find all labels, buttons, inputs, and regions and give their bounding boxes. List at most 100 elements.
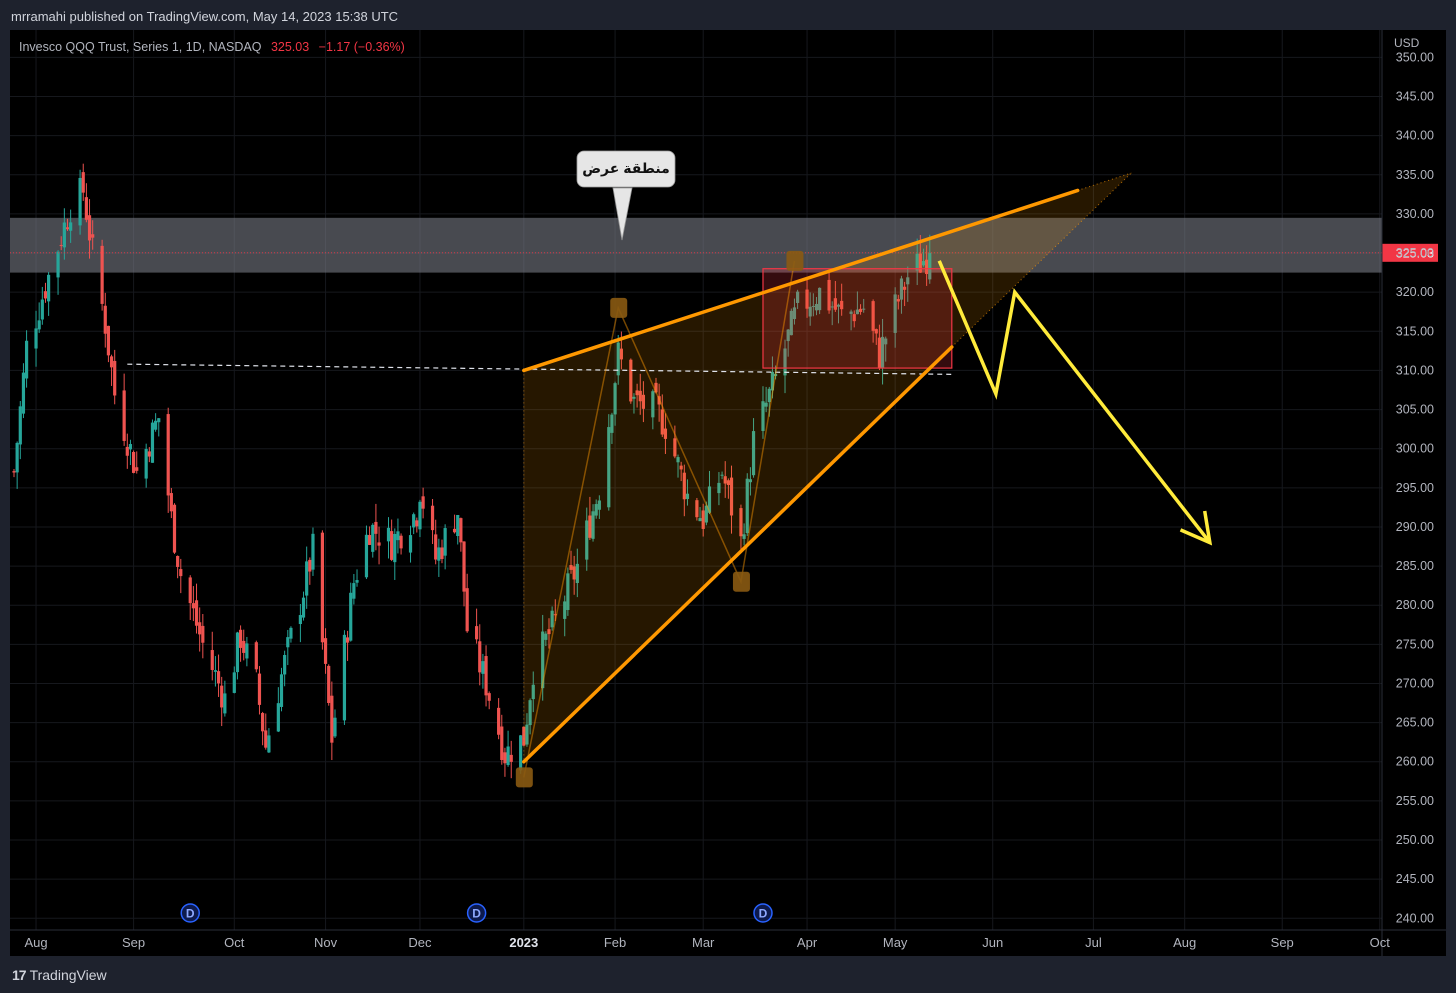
candle-body	[456, 514, 460, 537]
dividend-icon	[466, 903, 487, 923]
candle-body	[65, 227, 70, 230]
candle-body	[884, 338, 888, 345]
candle-body	[525, 724, 529, 745]
candle-body	[323, 638, 328, 664]
y-tick-label: 310.00	[1396, 363, 1434, 377]
candle-body	[430, 505, 435, 531]
candle-body	[893, 294, 897, 333]
candle-body	[761, 401, 765, 431]
y-tick-label: 350.00	[1396, 50, 1434, 64]
candle-body	[191, 603, 195, 609]
candle-body	[475, 626, 479, 640]
candle-body	[223, 693, 227, 714]
candle-body	[918, 253, 922, 273]
candle-body	[906, 277, 910, 285]
y-tick-label: 285.00	[1396, 559, 1434, 573]
candle-body	[213, 670, 218, 672]
candle-body	[157, 418, 161, 423]
wedge-lower-line	[522, 345, 954, 764]
wedge-upper-extension	[1077, 172, 1132, 191]
y-tick-label: 255.00	[1396, 794, 1434, 808]
y-tick-label: 345.00	[1396, 90, 1434, 104]
y-tick-label: 340.00	[1396, 129, 1434, 143]
candle-body	[840, 300, 844, 310]
y-tick-label: 240.00	[1396, 911, 1434, 925]
tradingview-logo-icon: 17	[12, 967, 27, 983]
projection-path	[937, 260, 1212, 544]
x-tick-label: Apr	[797, 935, 818, 950]
candle-body	[484, 656, 488, 696]
candle-body	[103, 305, 107, 334]
candle-body	[349, 592, 353, 641]
candle-body	[544, 633, 548, 640]
candle-body	[827, 279, 831, 311]
dividend-icon	[180, 903, 200, 923]
candle-body	[814, 303, 819, 311]
candle-body	[106, 325, 111, 356]
candle-body	[122, 390, 126, 441]
candle-body	[412, 514, 416, 528]
candle-body	[147, 451, 151, 457]
candle-body	[78, 177, 82, 226]
candle-body	[849, 311, 853, 314]
candle-body	[109, 356, 114, 368]
candle-body	[811, 305, 815, 307]
candle-body	[808, 306, 812, 317]
candle-body	[503, 752, 507, 764]
candle-body	[632, 396, 636, 399]
candle-body	[641, 394, 645, 409]
candle-body	[37, 320, 41, 330]
candle-body	[720, 474, 724, 476]
candle-body	[663, 428, 668, 439]
pivot-marker	[732, 571, 750, 592]
candle-body	[368, 535, 372, 545]
y-tick-label: 270.00	[1396, 676, 1434, 690]
candle-body	[607, 427, 611, 508]
candle-body	[487, 693, 491, 701]
price-axis: 350.00 345.00 340.00 335.00 330.00 325.00 320.…	[1381, 30, 1434, 956]
candle-body	[198, 622, 202, 635]
overlays: 325.03 منطقة عرض D D D	[10, 150, 1438, 923]
x-tick-label: Oct	[224, 935, 245, 950]
candle-body	[330, 695, 334, 743]
candle-body	[18, 406, 22, 445]
candle-body	[679, 465, 683, 470]
wedge-upper-line	[522, 188, 1080, 373]
candle-body	[81, 172, 85, 193]
y-tick-label: 275.00	[1396, 637, 1434, 651]
symbol-legend[interactable]: Invesco QQQ Trust, Series 1, 1D, NASDAQ …	[19, 40, 405, 54]
candle-body	[531, 684, 535, 700]
candle-body	[729, 477, 734, 516]
candle-body	[654, 382, 658, 393]
candle-body	[84, 197, 88, 220]
tradingview-logo[interactable]: 17 TradingView	[12, 967, 107, 983]
candle-body	[440, 547, 444, 559]
candle-body	[610, 414, 614, 433]
candle-body	[267, 735, 271, 753]
candle-body	[194, 600, 199, 626]
candle-body	[462, 541, 466, 592]
candle-body	[676, 457, 680, 463]
candle-body	[638, 390, 642, 402]
candle-body	[308, 559, 312, 572]
candle-body	[874, 329, 878, 334]
candle-body	[276, 703, 280, 732]
candle-body	[550, 610, 554, 628]
pivot-marker	[610, 297, 628, 318]
candle-body	[717, 482, 721, 494]
candle-body	[371, 524, 375, 552]
candle-body	[478, 641, 482, 673]
candle-body	[135, 467, 139, 471]
candle-body	[792, 307, 797, 320]
publish-bar: mrramahi published on TradingView.com, M…	[0, 0, 1456, 30]
candle-body	[386, 527, 391, 542]
y-tick-label: 245.00	[1396, 872, 1434, 886]
y-tick-label: 300.00	[1396, 442, 1434, 456]
candles	[12, 163, 932, 779]
candle-body	[767, 388, 771, 403]
candle-body	[852, 314, 856, 322]
candle-body	[301, 597, 306, 618]
supply-zone-band	[10, 217, 1382, 273]
candle-body	[452, 528, 457, 533]
